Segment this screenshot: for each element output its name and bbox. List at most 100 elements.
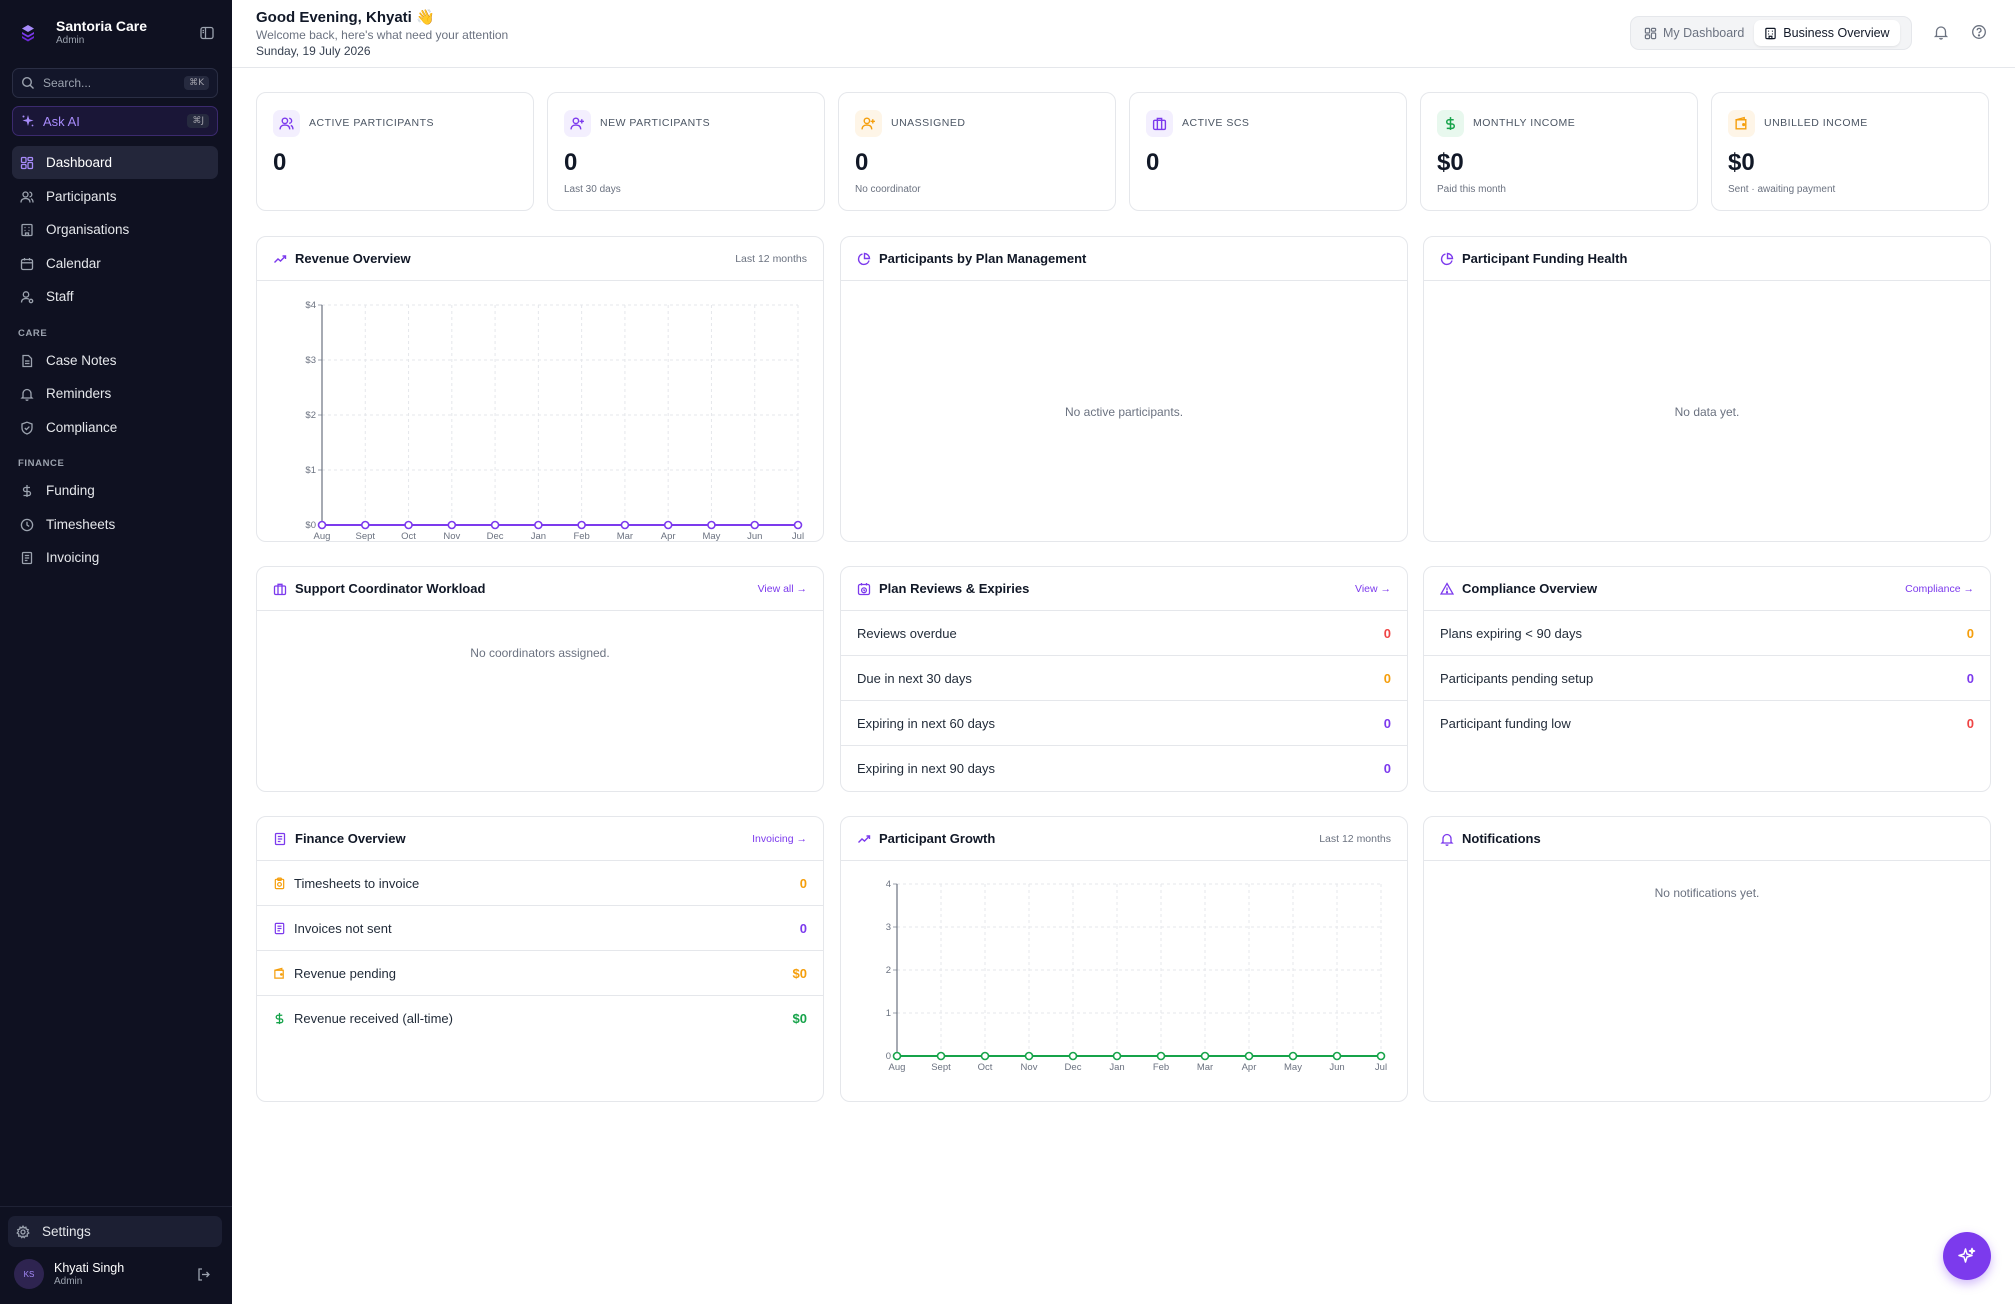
bell-icon xyxy=(20,388,34,401)
toggle-business-overview[interactable]: Business Overview xyxy=(1754,20,1900,46)
clock-icon xyxy=(20,518,34,531)
stat-value: 0 xyxy=(1146,149,1160,176)
nav-calendar[interactable]: Calendar xyxy=(12,247,218,280)
panel-title: Revenue Overview xyxy=(295,251,411,266)
ask-ai-button[interactable]: Ask AI ⌘J xyxy=(12,106,218,136)
row-label-wrap: Revenue received (all-time) xyxy=(273,1011,793,1026)
data-point xyxy=(534,520,543,530)
user-plus-icon xyxy=(570,117,584,130)
stat-label: ACTIVE SCS xyxy=(1182,117,1250,129)
nav-label: Compliance xyxy=(46,420,118,435)
list-item[interactable]: Timesheets to invoice 0 xyxy=(257,861,823,906)
users-icon xyxy=(279,117,294,130)
help-icon[interactable] xyxy=(1971,24,1987,40)
y-tick-label: 1 xyxy=(886,1008,891,1019)
sidebar-collapse-icon[interactable] xyxy=(199,25,215,41)
list-item[interactable]: Expiring in next 60 days 0 xyxy=(841,701,1407,746)
list-item[interactable]: Due in next 30 days 0 xyxy=(841,656,1407,701)
x-tick-label: Nov xyxy=(1021,1062,1038,1073)
stat-monthly-income[interactable]: MONTHLY INCOME $0 Paid this month xyxy=(1420,92,1698,211)
panel-header: Participant Funding Health xyxy=(1424,237,1990,281)
user-profile[interactable]: KS Khyati Singh Admin xyxy=(14,1259,124,1289)
data-point xyxy=(663,520,673,530)
list-item[interactable]: Participant funding low 0 xyxy=(1424,701,1990,746)
staff-icon xyxy=(20,290,34,303)
data-point xyxy=(892,1051,902,1061)
list-item[interactable]: Plans expiring < 90 days 0 xyxy=(1424,611,1990,656)
x-tick-label: Aug xyxy=(889,1062,906,1073)
nav-timesheets[interactable]: Timesheets xyxy=(12,508,218,541)
x-tick-label: Apr xyxy=(661,531,676,541)
briefcase-icon xyxy=(273,583,287,595)
stat-active-participants[interactable]: ACTIVE PARTICIPANTS 0 xyxy=(256,92,534,211)
nav-staff[interactable]: Staff xyxy=(12,280,218,313)
nav-label: Organisations xyxy=(46,222,130,237)
coordinator-workload-panel: Support Coordinator Workload View all → … xyxy=(256,566,824,792)
notification-bell-icon[interactable] xyxy=(1933,24,1949,40)
data-point xyxy=(317,520,327,530)
stat-value: 0 xyxy=(564,149,578,176)
nav-label: Calendar xyxy=(46,256,101,271)
stat-active-scs[interactable]: ACTIVE SCS 0 xyxy=(1129,92,1407,211)
compliance-link[interactable]: Compliance → xyxy=(1905,582,1974,595)
toggle-my-dashboard[interactable]: My Dashboard xyxy=(1634,20,1754,46)
y-tick-label: 4 xyxy=(886,879,891,890)
x-tick-label: Dec xyxy=(1065,1062,1082,1073)
settings-label: Settings xyxy=(42,1224,91,1239)
stat-icon-box xyxy=(1146,110,1173,137)
nav-reminders[interactable]: Reminders xyxy=(12,377,218,410)
stat-value: 0 xyxy=(855,149,869,176)
nav-compliance[interactable]: Compliance xyxy=(12,411,218,444)
toggle-label: My Dashboard xyxy=(1663,26,1745,40)
nav-settings[interactable]: Settings xyxy=(8,1216,222,1247)
x-tick-label: Nov xyxy=(443,531,460,541)
stat-unassigned[interactable]: UNASSIGNED 0 No coordinator xyxy=(838,92,1116,211)
row-label: Expiring in next 60 days xyxy=(857,715,996,731)
invoicing-link[interactable]: Invoicing → xyxy=(752,832,807,845)
view-all-link[interactable]: View all → xyxy=(757,582,807,595)
ai-assistant-fab[interactable] xyxy=(1943,1232,1991,1280)
nav-label: Staff xyxy=(46,289,74,304)
row-value: 0 xyxy=(1383,625,1391,641)
brand[interactable]: Santoria Care Admin xyxy=(18,18,147,47)
list-item[interactable]: Invoices not sent 0 xyxy=(257,906,823,951)
nav-funding[interactable]: Funding xyxy=(12,474,218,507)
data-point xyxy=(404,520,413,530)
logout-icon[interactable] xyxy=(196,1267,211,1282)
nav-participants[interactable]: Participants xyxy=(12,180,218,213)
list-item[interactable]: Reviews overdue 0 xyxy=(841,611,1407,656)
stat-note: Last 30 days xyxy=(564,184,621,195)
nav-dashboard[interactable]: Dashboard xyxy=(12,146,218,179)
list-item[interactable]: Revenue pending $0 xyxy=(257,951,823,996)
greeting: Good Evening, Khyati 👋 xyxy=(256,9,435,26)
list-item[interactable]: Expiring in next 90 days 0 xyxy=(841,746,1407,791)
row-value: $0 xyxy=(792,965,807,981)
y-tick-label: $4 xyxy=(305,300,316,311)
panel-title: Support Coordinator Workload xyxy=(295,581,486,596)
nav-organisations[interactable]: Organisations xyxy=(12,213,218,246)
x-tick-label: Sept xyxy=(355,531,375,541)
plan-management-panel: Participants by Plan Management No activ… xyxy=(840,236,1408,542)
nav-invoicing[interactable]: Invoicing xyxy=(12,541,218,574)
row-value: 0 xyxy=(1966,716,1974,731)
stat-unbilled-income[interactable]: UNBILLED INCOME $0 Sent · awaiting payme… xyxy=(1711,92,1989,211)
participant-growth-panel: Participant Growth Last 12 months 0 1 2 3 4 A… xyxy=(840,816,1408,1102)
x-tick-label: May xyxy=(702,531,720,541)
list-item[interactable]: Revenue received (all-time) $0 xyxy=(257,996,823,1041)
row-value: $0 xyxy=(792,1011,807,1026)
data-point xyxy=(577,520,586,530)
view-link[interactable]: View → xyxy=(1355,582,1391,595)
user-name: Khyati Singh xyxy=(54,1260,125,1275)
x-tick-label: Dec xyxy=(487,531,504,541)
stat-label: MONTHLY INCOME xyxy=(1473,117,1576,129)
search-placeholder: Search... xyxy=(43,76,92,90)
calendar-icon xyxy=(20,257,34,270)
clipboard-icon xyxy=(274,877,285,889)
list-item[interactable]: Participants pending setup 0 xyxy=(1424,656,1990,701)
nav-case-notes[interactable]: Case Notes xyxy=(12,344,218,377)
search-input[interactable]: Search... ⌘K xyxy=(12,68,218,98)
stat-new-participants[interactable]: NEW PARTICIPANTS 0 Last 30 days xyxy=(547,92,825,211)
data-point xyxy=(1376,1051,1386,1061)
file-text-icon xyxy=(22,354,33,367)
x-tick-label: Mar xyxy=(1197,1062,1213,1073)
